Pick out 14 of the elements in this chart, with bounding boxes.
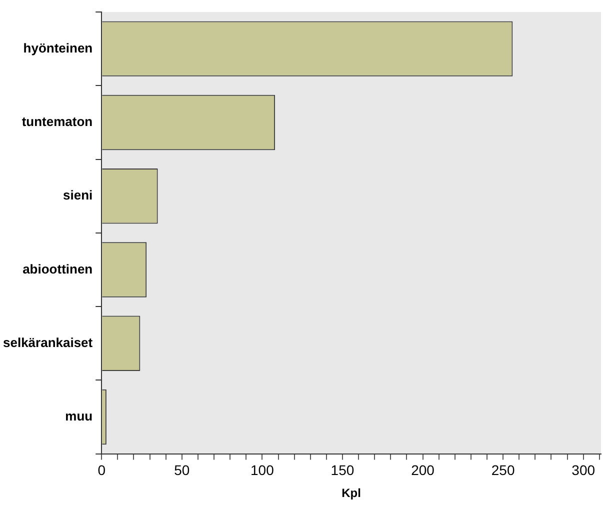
y-tick-label: sieni <box>63 188 93 203</box>
x-axis-title: Kpl <box>342 486 361 500</box>
x-tick-label: 200 <box>411 462 435 478</box>
x-tick-label: 250 <box>491 462 515 478</box>
x-tick-label: 50 <box>174 462 190 478</box>
y-tick-label: selkärankaiset <box>3 334 94 350</box>
y-tick-label: abioottinen <box>22 261 93 276</box>
x-tick-label: 100 <box>250 462 274 478</box>
y-tick-label: hyönteinen <box>23 40 93 56</box>
x-tick-label: 0 <box>98 462 106 478</box>
y-tick-label: muu <box>65 408 93 424</box>
x-tick-label: 150 <box>330 462 354 478</box>
x-tick-label: 300 <box>572 462 596 478</box>
y-tick-label: tuntematon <box>22 114 93 130</box>
